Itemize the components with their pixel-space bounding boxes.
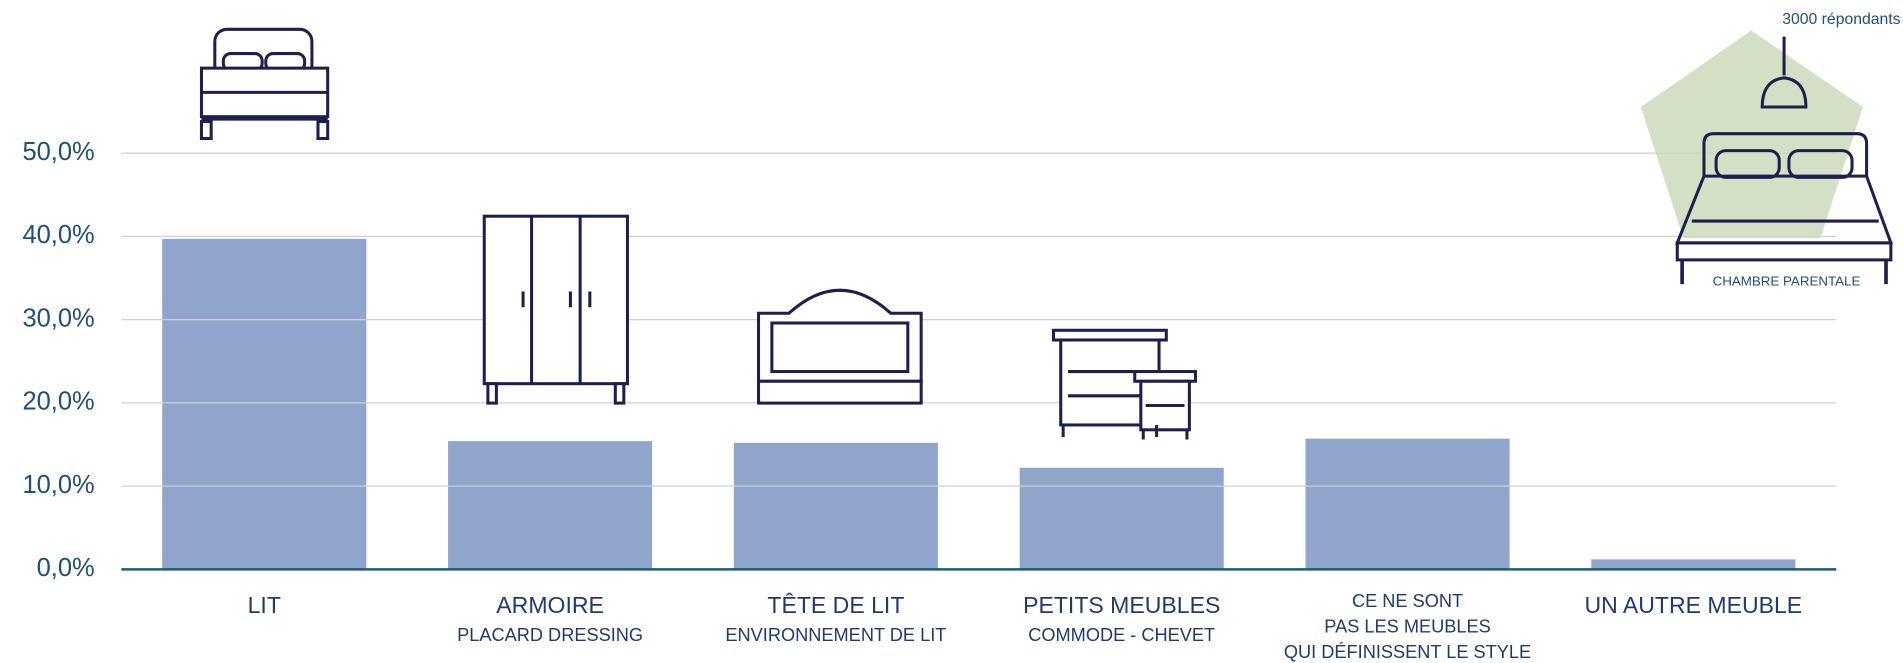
bar — [1019, 467, 1224, 570]
y-tick-label: 10,0% — [22, 471, 94, 499]
nightstand-icon — [1051, 328, 1197, 440]
wardrobe-icon — [482, 214, 629, 405]
x-tick-sublabel: ENVIRONNEMENT DE LIT — [725, 625, 946, 645]
bar — [733, 442, 938, 570]
x-tick-sublabel: PAS LES MEUBLES — [1324, 616, 1490, 636]
y-tick-label: 30,0% — [22, 304, 94, 332]
bar — [1591, 559, 1796, 570]
x-tick-sublabel: COMMODE - CHEVET — [1028, 625, 1215, 645]
x-tick-sublabel: PLACARD DRESSING — [457, 625, 643, 645]
x-tick-label: LIT — [248, 592, 281, 618]
annotation: CHAMBRE PARENTALE — [1713, 273, 1861, 288]
x-tick-label: PETITS MEUBLES — [1023, 592, 1220, 618]
bar — [448, 441, 653, 570]
x-tick-label: ARMOIRE — [496, 592, 604, 618]
annotation: 3000 répondants — [1782, 11, 1900, 28]
y-tick-label: 20,0% — [22, 388, 94, 416]
x-tick-sublabel: QUI DÉFINISSENT LE STYLE — [1284, 642, 1531, 662]
bar — [1305, 438, 1510, 570]
y-tick-label: 50,0% — [22, 138, 94, 166]
bedroom-icon — [1640, 30, 1894, 285]
x-tick-label: CE NE SONT — [1352, 591, 1463, 611]
x-tick-label: UN AUTRE MEUBLE — [1584, 592, 1802, 618]
y-tick-label: 0,0% — [37, 554, 95, 582]
x-tick-label: TÊTE DE LIT — [767, 592, 904, 618]
headboard-icon — [757, 288, 923, 405]
y-tick-label: 40,0% — [22, 221, 94, 249]
bed-icon — [199, 27, 330, 141]
bar — [162, 238, 367, 570]
